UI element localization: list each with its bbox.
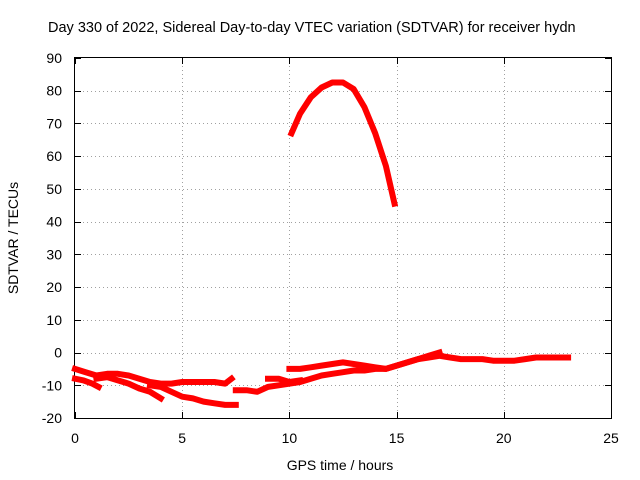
x-tick-label: 15: [389, 430, 405, 446]
series-arc-mid-upper: [265, 375, 304, 385]
y-tick-label: 20: [46, 279, 62, 295]
x-tick-label: 20: [496, 430, 512, 446]
plot-frame: [74, 57, 612, 419]
gridlines: [75, 58, 611, 418]
x-tick-label: 0: [71, 430, 79, 446]
series-arc-upper-b: [92, 374, 165, 403]
x-axis-label: GPS time / hours: [287, 457, 394, 473]
axis-ticks: [75, 58, 612, 419]
y-tick-label: 90: [46, 50, 62, 66]
y-tick-label: -10: [42, 377, 62, 393]
y-tick-label: 70: [46, 115, 62, 131]
x-tick-label: 10: [282, 430, 298, 446]
x-tick-label: 25: [603, 430, 619, 446]
series-arc-peak: [287, 79, 399, 208]
data-series: [71, 79, 572, 408]
y-tick-label: 80: [46, 83, 62, 99]
y-tick-label: 50: [46, 181, 62, 197]
y-axis-label: SDTVAR / TECUs: [5, 182, 21, 294]
x-tick-label: 5: [178, 430, 186, 446]
chart-title: Day 330 of 2022, Sidereal Day-to-day VTE…: [48, 20, 576, 36]
y-tick-label: 10: [46, 312, 62, 328]
series-arc-lower-a: [71, 375, 103, 391]
y-tick-label: -20: [42, 410, 62, 426]
series-arc-afternoon: [286, 348, 444, 372]
y-tick-label: 30: [46, 246, 62, 262]
series-arc-upper-a: [71, 365, 236, 387]
y-tick-labels: -20 -10 0 10 20 30 40 50 60 70 80 90: [42, 50, 62, 426]
y-tick-label: 40: [46, 214, 62, 230]
x-tick-labels: 0 5 10 15 20 25: [71, 430, 619, 446]
y-tick-label: 0: [54, 345, 62, 361]
series-arc-lower-b: [146, 381, 239, 408]
y-tick-label: 60: [46, 148, 62, 164]
